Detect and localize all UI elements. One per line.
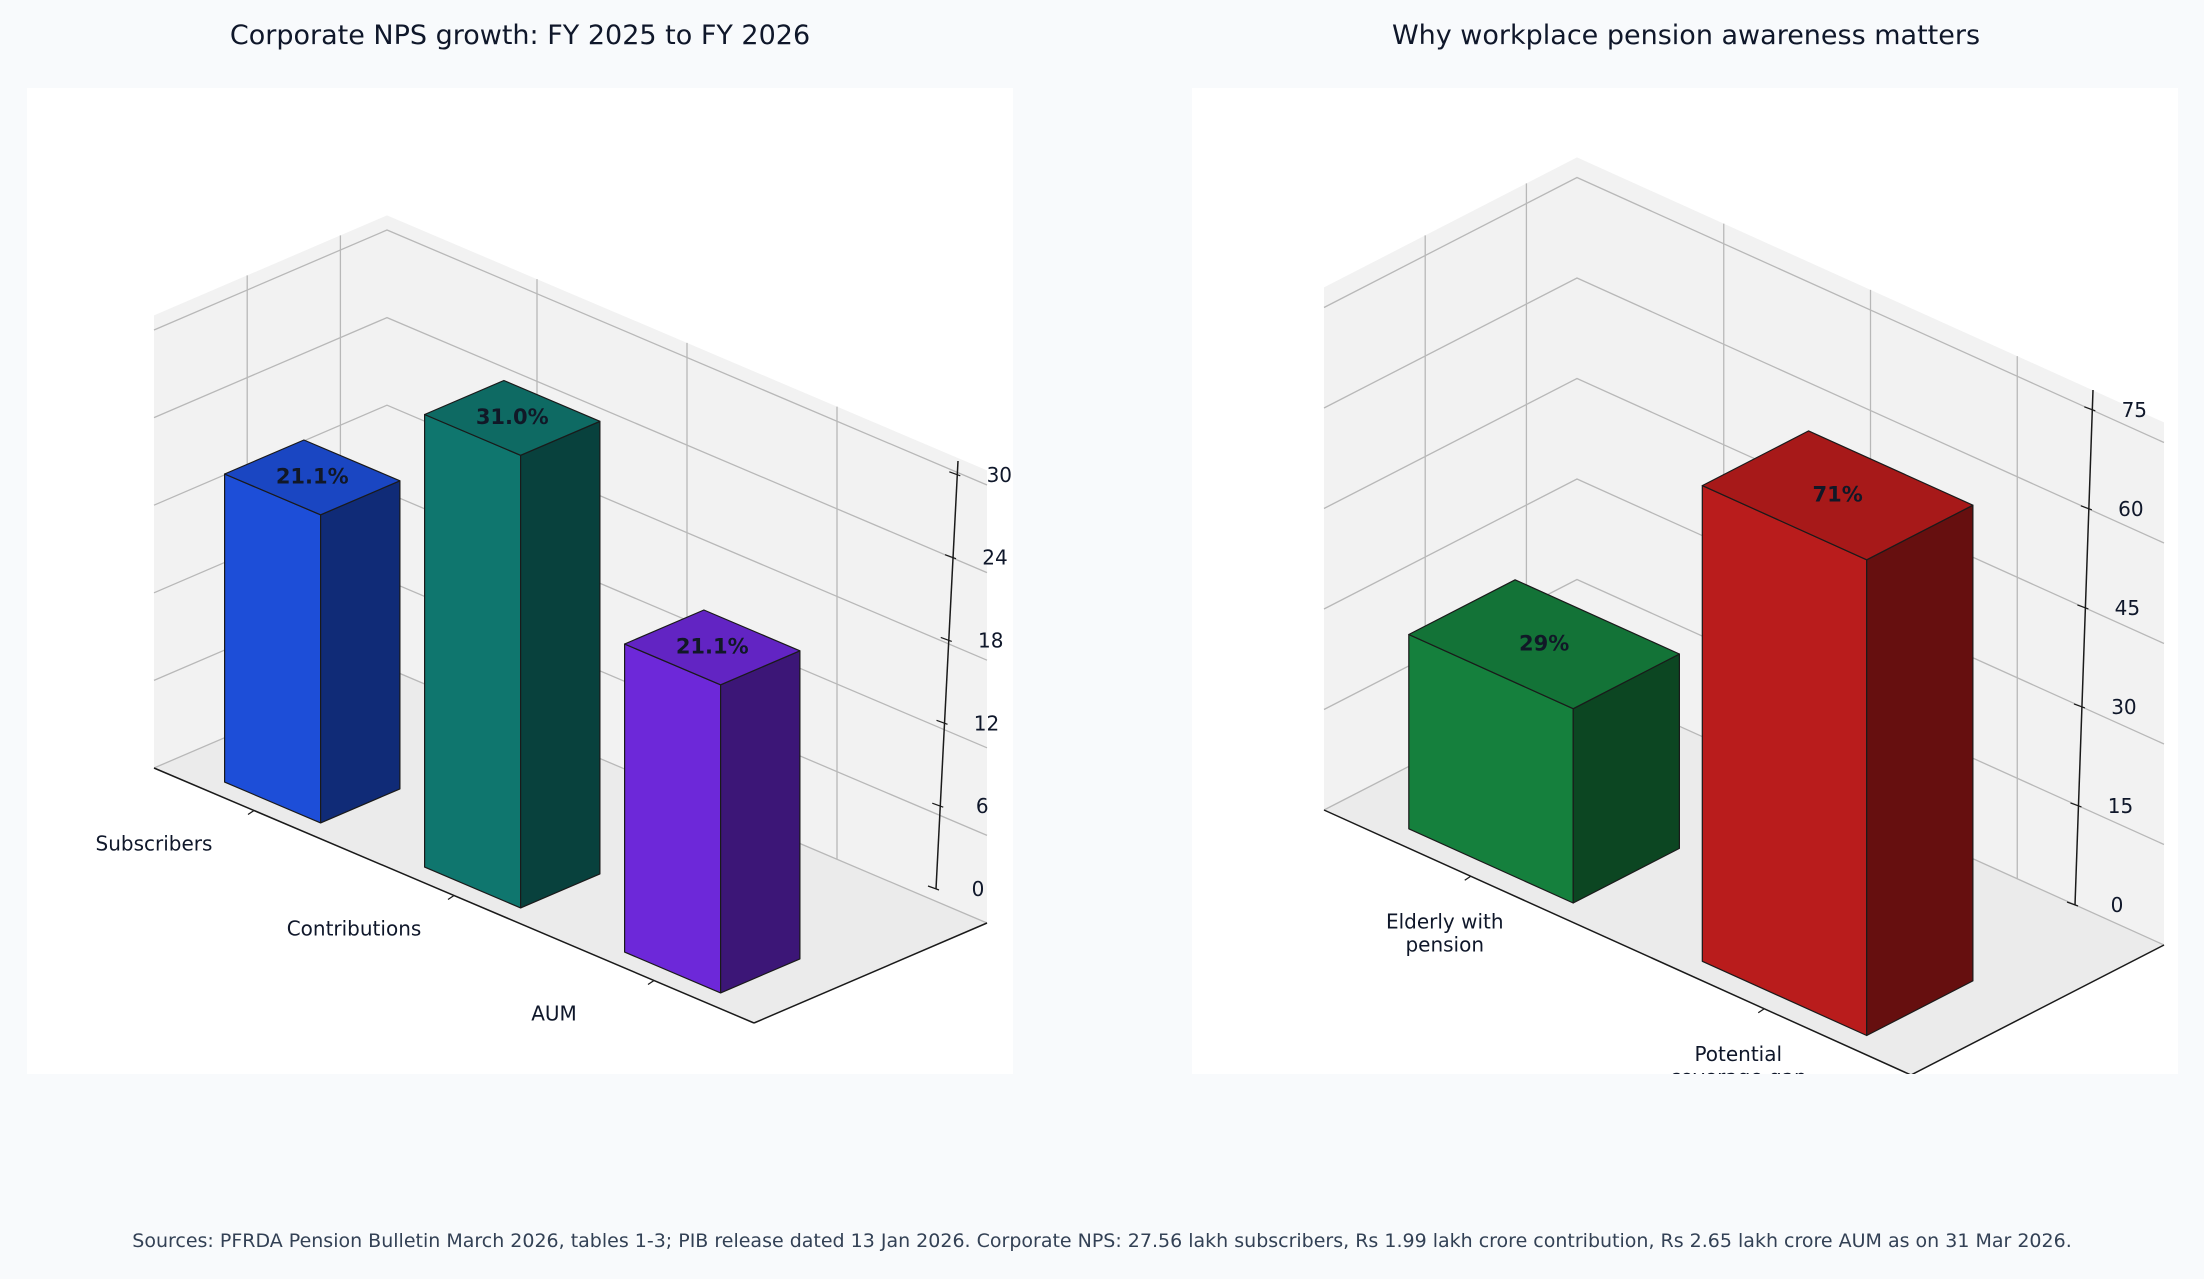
plot-area-0: 21.1% 31.0% 21.1% Subscribers Contributions A… [96,215,1012,1026]
bar-top-face [424,379,601,456]
value-tick-label: 30 [2111,695,2136,719]
category-axis-line [1323,809,1911,1074]
depth-axis-line [1911,944,2165,1074]
data-label: 29% [1519,631,1569,655]
bar-2: 21.1% [623,609,801,994]
value-tick-label: 0 [972,877,985,901]
category-label: pension [1405,932,1484,956]
value-tick [949,471,961,477]
value-tick-label: 30 [987,463,1012,487]
value-tick-label: 24 [982,546,1007,570]
bar-front-face [1701,485,1868,1037]
chart-panel-left: 21.1% 31.0% 21.1% Subscribers Contributions A… [27,88,1013,1074]
gridline-h [153,316,988,574]
bar-1: 31.0% [424,379,601,909]
value-tick [2073,703,2086,709]
category-tick [647,980,655,985]
value-tick-label: 12 [974,711,999,735]
category-label: Elderly with [1386,909,1504,933]
value-tick-label: 60 [2118,497,2143,521]
value-axis-line [2074,389,2094,906]
value-axis-line [935,460,959,890]
category-tick [447,895,455,900]
depth-axis-line [753,922,988,1024]
value-tick [927,885,940,891]
category-tick [247,810,255,815]
category-label: coverage gap [1670,1065,1807,1074]
value-tick [2084,406,2096,412]
value-tick [932,802,944,808]
chart-title-right: Why workplace pension awareness matters [1391,20,1981,51]
value-tick [2077,604,2089,610]
chart-title-left: Corporate NPS growth: FY 2025 to FY 2026 [229,20,811,51]
value-tick-label: 45 [2115,596,2140,620]
gridline-h [1323,176,2165,444]
value-tick [2080,505,2093,511]
bar-side-face [719,650,801,994]
bar-0: 21.1% [224,439,401,824]
bar-side-face [1866,504,1974,1037]
bar-1: 71% [1701,430,1974,1037]
source-note: Sources: PFRDA Pension Bulletin March 20… [132,1230,2072,1252]
value-tick-label: 6 [976,794,989,818]
category-label: Contributions [287,917,422,941]
gridline-h [153,229,988,486]
data-label: 21.1% [676,634,749,658]
value-tick-label: 0 [2111,893,2124,917]
bar-front-face [623,643,722,994]
value-tick-label: 18 [978,628,1003,652]
value-tick-label: 15 [2108,794,2133,818]
bar-top-face [1408,579,1680,710]
bar-top-face [1701,430,1974,561]
data-label: 71% [1812,482,1862,506]
value-tick [936,719,948,725]
value-tick [2070,802,2082,808]
data-label: 31.0% [476,405,549,429]
bar-side-face [520,420,601,909]
bar-top-face [224,439,401,516]
category-label: AUM [531,1002,577,1026]
category-label: Subscribers [96,832,213,856]
category-tick [1464,875,1472,881]
value-tick [944,554,957,560]
value-tick-label: 75 [2122,398,2147,422]
bar-front-face [424,413,522,909]
bar-top-face [623,609,801,686]
bar-0: 29% [1408,579,1680,904]
value-tick [2066,901,2079,907]
data-label: 21.1% [276,464,349,488]
category-label: Potential [1694,1042,1782,1066]
bar-side-face [320,480,401,824]
value-tick [940,636,952,643]
gridline-h [1323,277,2165,544]
category-tick [1757,1008,1765,1014]
bar-front-face [224,473,322,824]
chart-left-svg: 21.1% 31.0% 21.1% Subscribers Contributions A… [96,215,1012,1026]
